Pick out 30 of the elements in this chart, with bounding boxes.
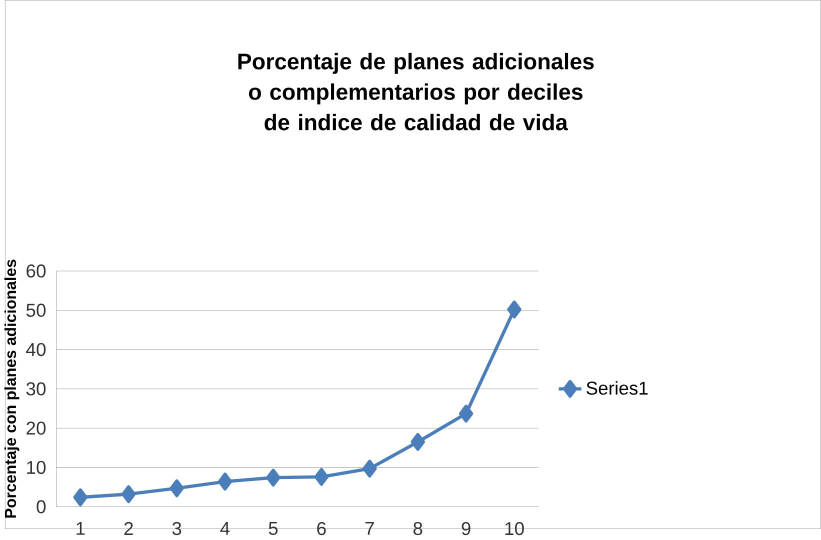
x-tick-label: 7 bbox=[365, 522, 374, 535]
y-tick-label: 50 bbox=[26, 304, 46, 318]
x-tick-label: 1 bbox=[76, 522, 85, 535]
point bbox=[218, 472, 232, 491]
y-tick-label: 10 bbox=[27, 461, 46, 474]
x-tick-label: 5 bbox=[268, 522, 278, 536]
point bbox=[121, 485, 136, 504]
x-tick-label: 3 bbox=[172, 522, 182, 536]
point bbox=[458, 404, 474, 423]
legend-label: Series1 bbox=[586, 381, 648, 395]
point bbox=[362, 460, 377, 478]
x-tick-label: 2 bbox=[124, 522, 133, 536]
y-tick-label: 0 bbox=[36, 500, 46, 514]
x-tick-label: 10 bbox=[505, 522, 524, 536]
y-tick-label: 40 bbox=[26, 343, 46, 356]
x-tick-label: 8 bbox=[414, 522, 422, 536]
y-tick-label: 30 bbox=[26, 382, 46, 396]
point bbox=[507, 300, 522, 319]
point bbox=[410, 433, 425, 452]
point bbox=[266, 468, 280, 487]
x-tick-label: 4 bbox=[220, 522, 230, 535]
chart-title: Porcentaje de planes adicionales o complementarios por deciles de indice de calidad de vida bbox=[238, 53, 594, 131]
point bbox=[73, 488, 88, 506]
point bbox=[170, 480, 184, 498]
y-tick-label: 60 bbox=[26, 264, 46, 278]
point bbox=[314, 468, 329, 486]
x-tick-label: 6 bbox=[317, 522, 326, 536]
y-tick-label: 20 bbox=[26, 422, 46, 435]
x-tick-label: 9 bbox=[462, 522, 470, 536]
y-axis-title: Porcentaje con planes adicionales bbox=[4, 260, 20, 518]
